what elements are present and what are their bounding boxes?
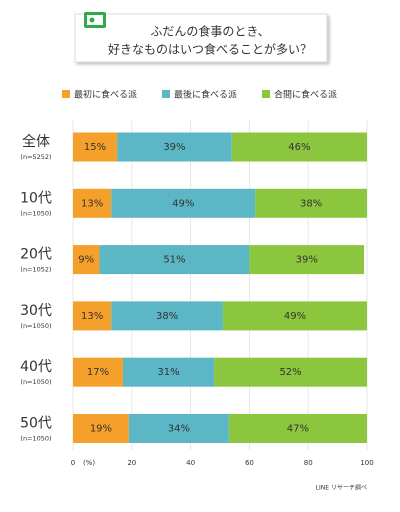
source: LINE リサーチ調べ — [316, 484, 367, 492]
sample-size: (n=1050) — [20, 322, 51, 330]
bar-segment — [111, 188, 256, 218]
value-label: 39% — [163, 142, 185, 153]
value-label: 17% — [87, 367, 109, 378]
x-tick-label: 40 — [186, 459, 195, 467]
bar-segment — [128, 414, 229, 443]
legend-swatch — [62, 90, 70, 98]
bar-segment — [255, 188, 367, 218]
x-tick-label: 60 — [245, 459, 254, 467]
title-icon — [84, 12, 106, 28]
category-label: 全体 — [22, 133, 50, 150]
value-label: 39% — [296, 255, 318, 266]
x-unit-label: (%) — [83, 459, 95, 467]
value-label: 47% — [287, 424, 309, 435]
value-label: 34% — [168, 424, 190, 435]
value-label: 52% — [279, 367, 301, 378]
bar-segment — [222, 301, 367, 331]
legend-swatch — [262, 90, 270, 98]
category-label: 40代 — [20, 359, 52, 375]
x-tick-label: 0 — [71, 459, 75, 467]
x-tick-label: 100 — [360, 459, 373, 467]
x-tick-label: 20 — [127, 459, 136, 467]
bar-segment — [73, 414, 129, 443]
value-label: 13% — [81, 198, 103, 209]
bar-segment — [111, 301, 223, 331]
sample-size: (n=5252) — [20, 153, 51, 161]
bar-segment — [214, 357, 367, 387]
legend-label: 最初に食べる派 — [74, 89, 137, 101]
category-label: 30代 — [20, 303, 52, 319]
sample-size: (n=1050) — [20, 209, 51, 217]
value-label: 31% — [157, 367, 179, 378]
bar-segment — [228, 414, 367, 443]
legend-swatch — [162, 90, 170, 98]
legend-label: 合間に食べる派 — [274, 89, 337, 101]
bar-segment — [231, 132, 367, 162]
bar-segment — [117, 132, 232, 162]
category-label: 20代 — [20, 247, 52, 263]
title-box — [74, 13, 328, 63]
legend-label: 最後に食べる派 — [174, 89, 237, 101]
bar-segment — [249, 245, 365, 275]
value-label: 13% — [81, 311, 103, 322]
bar-segment — [73, 301, 112, 331]
value-label: 19% — [90, 424, 112, 435]
sample-size: (n=1052) — [20, 266, 51, 274]
sample-size: (n=1050) — [20, 378, 51, 386]
value-label: 9% — [78, 255, 94, 266]
value-label: 49% — [172, 198, 194, 209]
value-label: 38% — [300, 198, 322, 209]
chart-title: 好きなものはいつ食べることが多い？ — [108, 42, 312, 57]
bar-segment — [73, 132, 118, 162]
value-label: 49% — [284, 311, 306, 322]
chart-title: ふだんの食事のとき、 — [150, 24, 269, 39]
x-tick-label: 80 — [304, 459, 313, 467]
bar-segment — [73, 188, 112, 218]
value-label: 15% — [84, 142, 106, 153]
bar-segment — [122, 357, 215, 387]
value-label: 46% — [288, 142, 310, 153]
bar-segment — [73, 357, 123, 387]
value-label: 38% — [156, 311, 178, 322]
sample-size: (n=1050) — [20, 435, 51, 443]
category-label: 10代 — [20, 190, 52, 206]
category-label: 50代 — [20, 416, 52, 432]
value-label: 51% — [163, 255, 185, 266]
bar-segment — [73, 245, 100, 275]
bar-segment — [99, 245, 250, 275]
